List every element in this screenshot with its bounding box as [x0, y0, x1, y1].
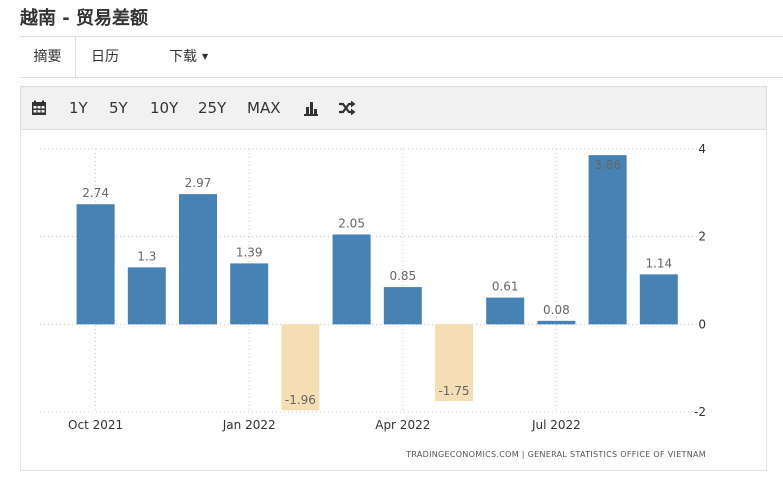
range-5y-button[interactable]: 5Y — [109, 99, 128, 117]
chart-labels: 4 2 0 -2 Oct 2021 Jan 2022 Apr 2022 Jul 2022 2.7… — [68, 142, 706, 432]
data-label: 2.05 — [338, 216, 365, 230]
y-tick-label: 4 — [698, 142, 706, 156]
data-label: 1.14 — [645, 256, 672, 270]
trade-balance-chart: 4 2 0 -2 Oct 2021 Jan 2022 Apr 2022 Jul 2022 2.7… — [40, 142, 706, 459]
bar[interactable] — [588, 155, 627, 325]
data-label: 2.97 — [185, 176, 212, 190]
range-25y-button[interactable]: 25Y — [198, 99, 227, 117]
shuffle-icon[interactable] — [338, 100, 356, 116]
x-tick-label: Apr 2022 — [375, 418, 430, 432]
data-label: -1.75 — [438, 384, 469, 398]
chart-container — [20, 129, 767, 471]
page-title: 越南 - 贸易差额 — [20, 8, 149, 29]
chart-bars — [76, 155, 678, 411]
tab-download-label: 下载 — [169, 49, 197, 65]
chart-toolbar: 1Y 5Y 10Y 25Y MAX — [20, 86, 767, 130]
tab-calendar[interactable]: 日历 — [91, 49, 119, 65]
bar[interactable] — [383, 287, 422, 325]
range-max-button[interactable]: MAX — [247, 99, 281, 117]
tabs-bar: 摘要 日历 下载 ▼ — [20, 36, 783, 78]
bar[interactable] — [76, 204, 115, 325]
bar-chart-icon[interactable] — [303, 100, 319, 116]
y-tick-label: 2 — [698, 230, 706, 244]
x-tick-label: Oct 2021 — [68, 418, 123, 432]
data-label: 1.39 — [236, 245, 263, 259]
bar[interactable] — [486, 297, 525, 325]
range-1y-button[interactable]: 1Y — [69, 99, 88, 117]
x-tick-label: Jan 2022 — [222, 418, 276, 432]
bar[interactable] — [332, 234, 371, 325]
x-tick-label: Jul 2022 — [531, 418, 581, 432]
calendar-icon[interactable] — [31, 100, 47, 116]
bar[interactable] — [537, 320, 576, 325]
data-label: 0.85 — [389, 269, 416, 283]
data-label: 2.74 — [82, 186, 109, 200]
chart-source: TRADINGECONOMICS.COM | GENERAL STATISTIC… — [405, 450, 706, 459]
bar[interactable] — [281, 324, 320, 411]
bar[interactable] — [639, 274, 678, 325]
bar[interactable] — [435, 324, 473, 402]
bar[interactable] — [179, 194, 217, 325]
range-10y-button[interactable]: 10Y — [150, 99, 179, 117]
y-tick-label: 0 — [698, 317, 706, 331]
data-label: 0.61 — [492, 280, 519, 294]
bar[interactable] — [127, 267, 166, 325]
tab-download[interactable]: 下载 ▼ — [169, 37, 208, 77]
data-label: 1.3 — [137, 249, 156, 263]
bar[interactable] — [230, 263, 269, 325]
data-label: 0.08 — [543, 303, 570, 317]
data-label: -1.96 — [285, 393, 316, 407]
y-tick-label: -2 — [694, 405, 706, 419]
caret-down-icon: ▼ — [202, 52, 209, 61]
tab-summary[interactable]: 摘要 — [20, 37, 76, 77]
data-label: 3.86 — [594, 158, 621, 172]
